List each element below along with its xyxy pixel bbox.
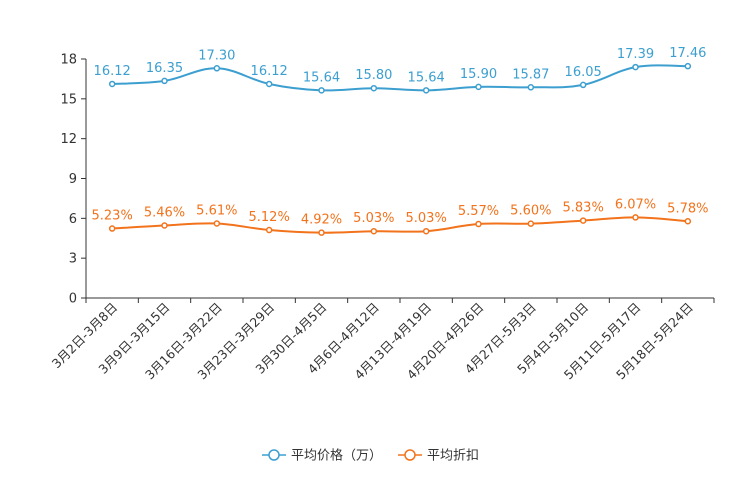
data-point[interactable] [422,87,430,94]
data-label: 15.64 [408,70,445,85]
data-label: 16.35 [146,61,183,76]
data-label: 17.30 [198,48,235,63]
data-point[interactable] [370,227,378,235]
series-layer: 16.12 16.35 17.30 16.12 15.64 15.80 15.64 15.90… [92,46,708,236]
legend-item-1[interactable]: 平均折扣 [398,449,479,464]
data-label: 15.87 [512,67,549,82]
data-point[interactable] [684,62,692,70]
data-label: 5.03% [406,211,447,226]
data-point[interactable] [632,214,639,221]
data-point[interactable] [161,222,168,229]
data-point[interactable] [527,220,535,227]
y-tick-label: 0 [69,292,77,307]
data-label: 5.78% [667,201,708,216]
data-point[interactable] [318,229,325,236]
data-label: 5.61% [196,204,237,219]
data-label: 5.46% [144,206,185,221]
data-point[interactable] [108,225,116,232]
data-point[interactable] [265,226,273,234]
y-tick-label: 15 [60,92,77,107]
legend[interactable]: 平均价格（万） 平均折扣 [262,448,479,464]
data-point[interactable] [684,218,692,225]
data-point[interactable] [213,220,221,227]
data-label: 5.60% [510,204,551,219]
data-label: 15.90 [460,67,497,82]
data-point[interactable] [422,227,430,235]
data-label: 16.12 [94,64,131,79]
data-point[interactable] [161,77,168,85]
data-label: 5.12% [249,210,290,225]
series-1: 5.23% 5.46% 5.61% 5.12% 4.92% 5.03% 5.03% 5.57%… [92,197,708,236]
series-line [112,216,688,234]
data-label: 6.07% [615,197,656,212]
data-label: 16.05 [565,65,602,80]
y-tick-label: 18 [60,53,77,68]
legend-marker-icon [404,449,416,461]
legend-label: 平均折扣 [427,449,479,464]
data-point[interactable] [527,84,535,91]
data-label: 17.46 [669,46,706,61]
data-label: 5.23% [92,209,133,224]
data-point[interactable] [475,220,482,228]
data-point[interactable] [108,80,116,88]
data-point[interactable] [632,63,639,71]
data-label: 15.64 [303,70,340,85]
data-point[interactable] [579,81,587,89]
legend-marker-icon [268,449,280,461]
data-label: 16.12 [251,64,288,79]
series-0: 16.12 16.35 17.30 16.12 15.64 15.80 15.64 15.90… [94,46,706,94]
y-tick-label: 9 [69,172,77,187]
data-label: 5.57% [458,204,499,219]
data-point[interactable] [318,87,325,94]
data-point[interactable] [213,65,221,72]
data-point[interactable] [265,80,273,88]
data-point[interactable] [475,83,482,91]
data-label: 5.03% [353,211,394,226]
legend-label: 平均价格（万） [291,448,382,464]
data-label: 15.80 [355,68,392,83]
series-line [112,64,688,92]
y-tick-label: 6 [69,212,77,227]
data-point[interactable] [370,84,378,92]
y-tick-label: 12 [60,132,77,147]
data-point[interactable] [579,217,587,224]
legend-item-0[interactable]: 平均价格（万） [262,448,382,464]
data-label: 5.83% [563,201,604,216]
data-label: 17.39 [617,47,654,62]
data-label: 4.92% [301,213,342,228]
y-tick-label: 3 [69,252,77,267]
